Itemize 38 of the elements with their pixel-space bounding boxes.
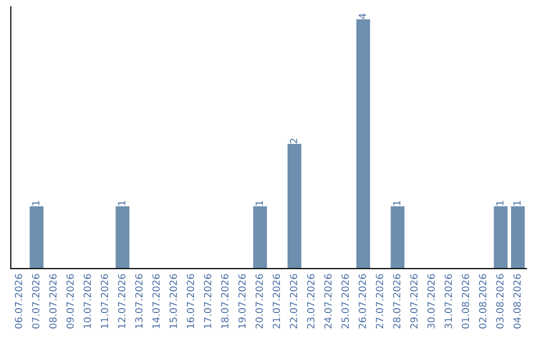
x-tick-label: 28.07.2026: [393, 274, 400, 328]
data-label: 2: [290, 138, 298, 144]
x-tick-label: 03.08.2026: [496, 274, 504, 328]
x-tick-label: 29.07.2026: [410, 274, 418, 328]
x-tick-label: 21.07.2026: [272, 274, 280, 328]
data-label: 4: [358, 14, 366, 19]
x-tick-label: 27.07.2026: [376, 274, 384, 328]
x-tick-label: 16.07.2026: [186, 274, 194, 328]
x-tick-label: 04.08.2026: [513, 274, 521, 328]
x-tick-label: 30.07.2026: [427, 274, 435, 328]
x-tick-label: 19.07.2026: [238, 274, 246, 328]
data-label: 1: [514, 200, 521, 206]
x-tick-label: 24.07.2026: [324, 274, 332, 328]
x-tick-label: 09.07.2026: [66, 274, 74, 328]
x-tick-label: 08.07.2026: [49, 274, 57, 328]
x-tick-label: 14.07.2026: [152, 274, 160, 328]
x-tick-label: 02.08.2026: [478, 274, 486, 328]
x-tick-label: 22.07.2026: [290, 274, 298, 328]
x-tick-label: 26.07.2026: [358, 274, 366, 328]
x-tick-label: 17.07.2026: [204, 274, 212, 328]
x-tick-label: 25.07.2026: [341, 274, 349, 328]
x-tick-label: 18.07.2026: [221, 274, 228, 328]
x-tick-label: 07.07.2026: [32, 274, 40, 328]
x-tick-label: 15.07.2026: [170, 274, 177, 328]
x-tick-label: 23.07.2026: [307, 274, 314, 328]
x-tick-label: 13.07.2026: [135, 274, 143, 328]
x-tick-label: 06.07.2026: [14, 274, 22, 328]
data-label: 1: [256, 200, 263, 206]
x-tick-label: 31.07.2026: [444, 274, 452, 328]
data-label: 1: [118, 200, 126, 206]
x-tick-label: 20.07.2026: [256, 274, 263, 328]
x-tick-label: 10.07.2026: [84, 274, 91, 328]
data-label: 1: [32, 200, 40, 206]
x-tick-label: 12.07.2026: [118, 274, 126, 328]
data-label: 1: [393, 200, 400, 206]
x-tick-label: 11.07.2026: [100, 274, 108, 328]
x-tick-label: 01.08.2026: [462, 274, 470, 328]
data-label: 1: [496, 200, 504, 206]
